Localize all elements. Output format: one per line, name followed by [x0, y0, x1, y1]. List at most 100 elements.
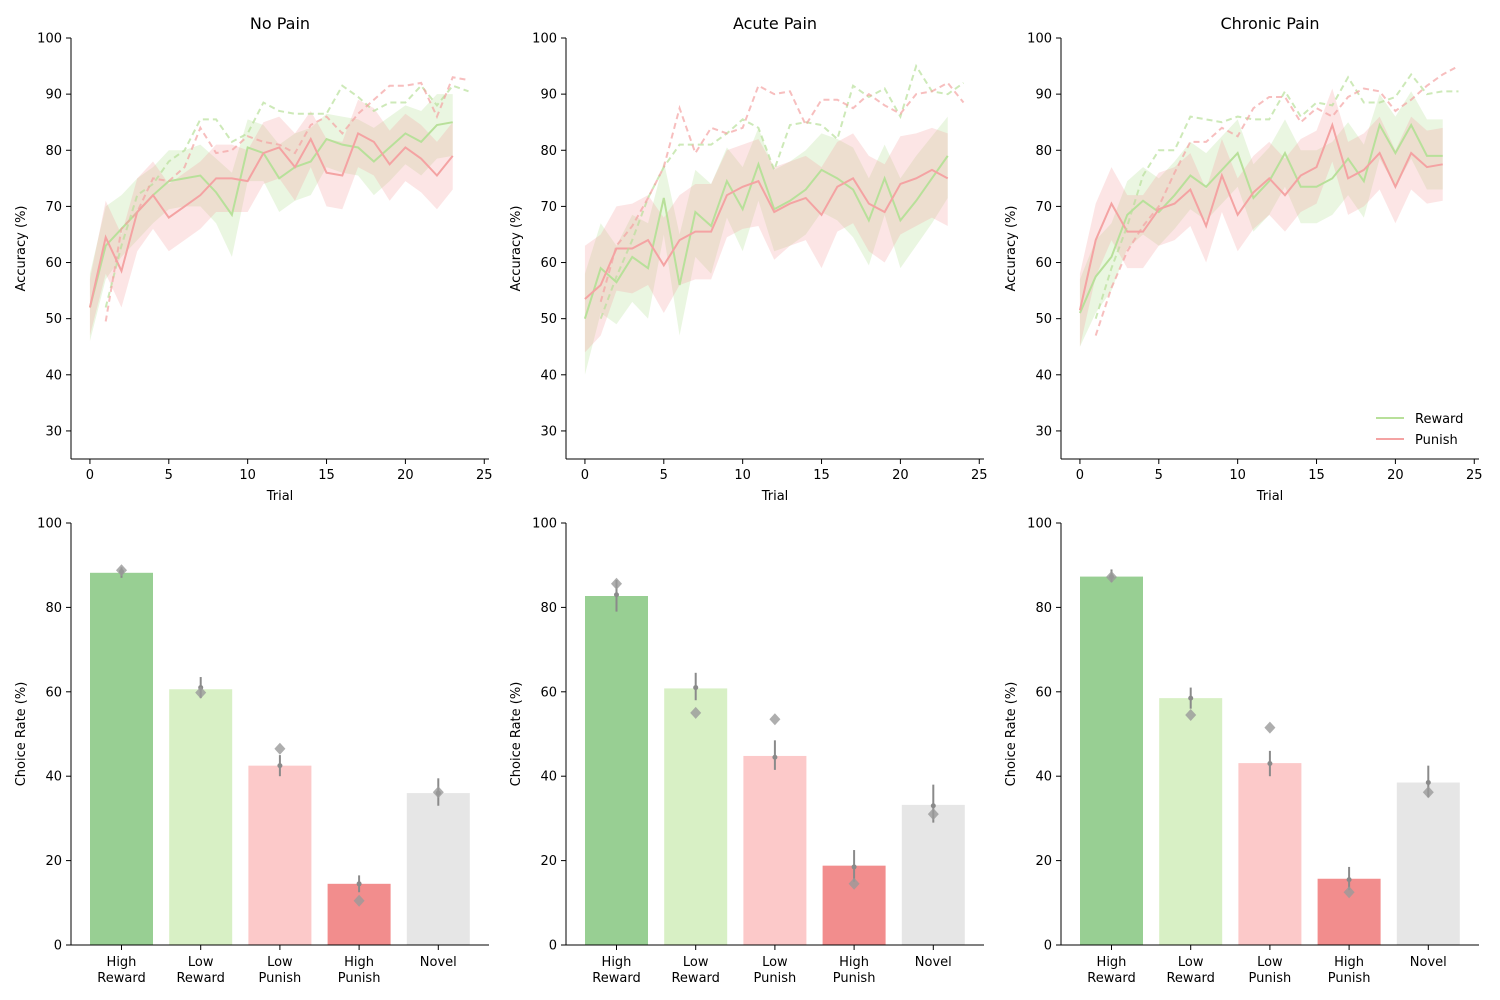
series-line-punish-dashed	[104, 76, 469, 322]
x-tick-label: 5	[1155, 468, 1163, 483]
series-line-reward-dashed	[1094, 72, 1459, 319]
x-tick-label: 25	[1466, 468, 1483, 483]
x-tick-label: 10	[734, 468, 751, 483]
confidence-band-reward	[584, 116, 948, 375]
series-line-punish-dashed	[1094, 65, 1459, 336]
y-tick-label: 60	[45, 256, 62, 271]
x-tick-label: 10	[1229, 468, 1246, 483]
x-tick-label: 20	[1387, 468, 1404, 483]
x-axis-label: Trial	[761, 489, 789, 504]
x-tick-label: 20	[397, 468, 414, 483]
series-line-punish-solid	[88, 132, 454, 308]
panel-top-right: 0 5 10 15 20 25 30 40 50 60 70 80 90 100 Trial Accuracy…	[1004, 14, 1483, 504]
legend-reward-label: Reward	[1415, 412, 1463, 427]
diamond-marker-novel	[927, 808, 939, 821]
x-tick-label: 5	[165, 468, 173, 483]
point-estimate-low-reward	[1188, 695, 1194, 701]
series-line-punish-solid	[584, 168, 949, 300]
x-axis-label: Trial	[1256, 489, 1284, 504]
y-tick-label: 100	[532, 32, 557, 47]
y-tick-label: 80	[1035, 144, 1052, 159]
confidence-band-punish	[1079, 88, 1443, 347]
point-estimate-novel	[1425, 780, 1431, 786]
x-tick-label-high-reward: High Reward	[97, 955, 145, 986]
diamond-marker-high-punish	[848, 877, 860, 890]
y-tick-label: 80	[45, 601, 62, 616]
y-tick-label: 100	[1027, 32, 1052, 47]
x-tick-label: 5	[660, 468, 668, 483]
legend-punish-label: Punish	[1415, 433, 1458, 448]
x-tick-label-high-punish: High Punish	[1328, 955, 1371, 986]
y-tick-label: 70	[45, 200, 62, 215]
y-tick-label: 40	[45, 770, 62, 785]
y-tick-label: 40	[45, 368, 62, 383]
x-tick-label: 0	[86, 468, 94, 483]
y-tick-label: 40	[540, 368, 557, 383]
panel-bottom-left: High Reward Low Reward Low Punish High Punish No…	[14, 517, 489, 986]
bar-low-reward	[1159, 698, 1223, 945]
y-tick-label: 40	[1035, 368, 1052, 383]
y-tick-label: 60	[45, 685, 62, 700]
diamond-marker-low-reward	[690, 706, 702, 719]
y-tick-label: 90	[1035, 88, 1052, 103]
y-tick-label: 50	[540, 312, 557, 327]
x-tick-label-novel: Novel	[1410, 955, 1447, 970]
point-estimate-high-reward	[614, 592, 619, 598]
legend: Reward Punish	[1376, 412, 1463, 448]
series-line-reward-solid	[1079, 122, 1443, 314]
diamond-marker-low-punish	[274, 742, 286, 755]
y-axis-label: Accuracy (%)	[1004, 206, 1019, 292]
bar-high-reward	[585, 596, 648, 945]
y-tick-label: 80	[540, 144, 557, 159]
y-tick-label: 30	[540, 424, 557, 439]
chart-title: Acute Pain	[733, 14, 817, 33]
x-tick-label: 15	[813, 468, 830, 483]
x-tick-label: 0	[1076, 468, 1084, 483]
y-tick-label: 80	[45, 144, 62, 159]
bar-novel	[406, 793, 470, 945]
x-tick-label-low-punish: Low Punish	[1249, 955, 1292, 986]
y-axis-label: Accuracy (%)	[509, 206, 524, 292]
y-tick-label: 100	[37, 517, 62, 532]
x-tick-label: 25	[476, 468, 493, 483]
y-tick-label: 100	[1027, 517, 1052, 532]
series-line-reward-dashed	[599, 63, 965, 320]
point-estimate-high-punish	[356, 881, 362, 887]
y-tick-label: 60	[540, 256, 557, 271]
y-tick-label: 100	[37, 32, 62, 47]
x-tick-label: 25	[971, 468, 988, 483]
x-tick-label: 0	[581, 468, 589, 483]
y-tick-label: 100	[532, 517, 557, 532]
bar-high-reward	[90, 572, 153, 945]
bar-low-reward	[169, 689, 233, 945]
y-tick-label: 0	[54, 939, 62, 954]
point-estimate-high-punish	[1346, 877, 1352, 883]
diamond-marker-high-punish	[1343, 886, 1355, 899]
x-tick-label-low-reward: Low Reward	[671, 955, 719, 986]
y-tick-label: 60	[1035, 256, 1052, 271]
diamond-marker-high-reward	[1106, 571, 1117, 584]
bar-low-punish	[248, 765, 312, 945]
point-estimate-low-punish	[772, 754, 778, 760]
y-axis-label: Choice Rate (%)	[509, 682, 524, 787]
y-tick-label: 20	[1035, 854, 1052, 869]
diamond-marker-low-reward	[1185, 709, 1197, 722]
y-axis-label: Choice Rate (%)	[1004, 682, 1019, 787]
diamond-marker-low-reward	[195, 686, 207, 699]
y-tick-label: 20	[45, 854, 62, 869]
x-tick-label-low-reward: Low Reward	[176, 955, 224, 986]
diamond-marker-low-punish	[1264, 721, 1276, 734]
y-tick-label: 20	[540, 854, 557, 869]
chart-title: No Pain	[250, 14, 310, 33]
diamond-marker-novel	[1422, 786, 1434, 799]
point-estimate-high-punish	[851, 864, 857, 870]
point-estimate-low-punish	[277, 763, 283, 769]
confidence-band-punish	[89, 99, 453, 336]
chart-title: Chronic Pain	[1220, 14, 1319, 33]
y-tick-label: 30	[1035, 424, 1052, 439]
x-tick-label: 20	[892, 468, 909, 483]
confidence-band-reward	[89, 94, 453, 342]
bar-high-punish	[327, 883, 391, 945]
x-tick-label-high-reward: High Reward	[1087, 955, 1135, 986]
